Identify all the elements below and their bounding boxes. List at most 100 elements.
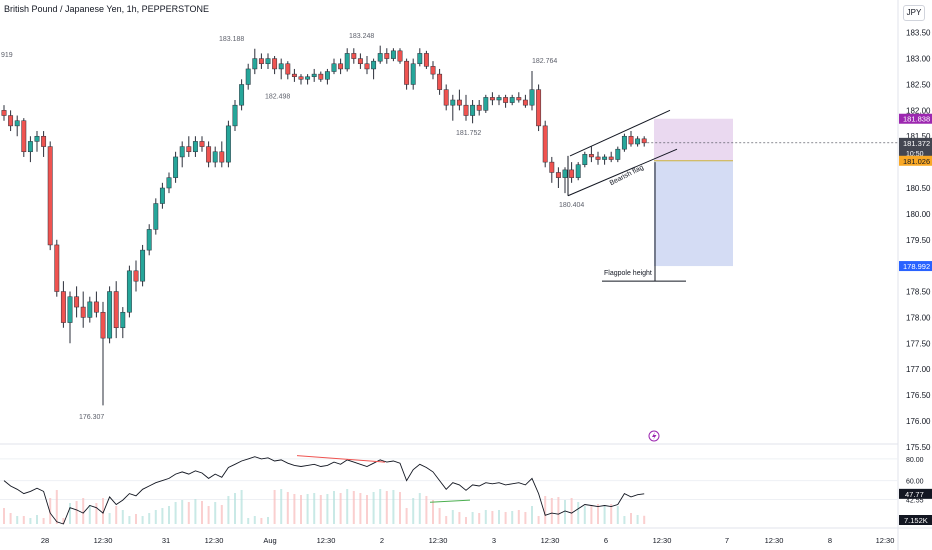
volume-bar — [372, 492, 375, 524]
volume-bar — [491, 511, 494, 524]
bearish-candle — [542, 125, 548, 163]
volume-bar — [95, 503, 98, 524]
volume-bar — [227, 496, 230, 524]
bearish-candle — [357, 58, 363, 65]
rsi-line — [3, 456, 645, 525]
bullish-candle — [410, 63, 416, 85]
volume-bar — [168, 506, 170, 524]
bullish-candle — [324, 71, 330, 80]
bullish-candle — [232, 104, 238, 127]
bullish-candle — [529, 89, 535, 106]
bearish-candle — [338, 63, 344, 70]
bearish-candle — [397, 50, 403, 62]
time-tick-label: 7 — [725, 536, 729, 545]
volume-bar — [201, 501, 203, 524]
swing-price-label: 183.188 — [219, 36, 244, 43]
volume-bar — [260, 518, 263, 524]
swing-price-label: 182.764 — [532, 58, 557, 65]
volume-bar — [636, 515, 639, 524]
bearish-candle — [641, 138, 647, 144]
bullish-candle — [126, 270, 132, 313]
volume-bar — [42, 518, 45, 524]
volume-bar — [405, 508, 408, 524]
bearish-candle — [351, 53, 357, 59]
volume-bar — [313, 493, 316, 524]
volume-bar — [49, 498, 52, 524]
price-tick-label: 179.50 — [906, 236, 931, 245]
bullish-candle — [371, 60, 377, 70]
currency-button[interactable]: JPY — [903, 5, 925, 21]
time-tick-label: 12:30 — [541, 536, 560, 545]
price-badge-target — [899, 261, 932, 272]
volume-bar — [300, 495, 302, 524]
bullish-candle — [225, 125, 231, 163]
volume-bar — [577, 502, 580, 524]
volume-bar — [121, 510, 124, 524]
volume-bar — [366, 495, 368, 524]
volume-bar — [161, 508, 164, 524]
volume-bar — [438, 508, 441, 524]
bearish-candle — [60, 291, 66, 323]
candle-countdown: 10:50 — [906, 151, 924, 158]
volume-bar — [623, 516, 626, 524]
bullish-candle — [575, 164, 581, 178]
bullish-candle — [107, 291, 113, 339]
volume-bar — [240, 490, 243, 524]
volume-bar — [385, 491, 388, 524]
bearish-candle — [549, 161, 555, 173]
volume-bar — [220, 505, 223, 524]
bearish-candle — [569, 169, 575, 178]
swing-price-label: 180.404 — [559, 202, 584, 209]
bearish-candle — [364, 63, 370, 70]
take-profit-zone — [654, 160, 733, 267]
bearish-candle — [476, 104, 482, 111]
volume-bar — [597, 504, 599, 524]
price-tick-label: 176.00 — [906, 417, 931, 426]
volume-bar — [630, 513, 632, 524]
price-tick-label: 182.50 — [906, 80, 931, 89]
volume-bar — [590, 505, 593, 524]
price-tick-label: 176.50 — [906, 391, 931, 400]
bearish-candle — [206, 146, 212, 163]
bearish-candle — [437, 73, 443, 90]
volume-bar — [174, 502, 177, 524]
bearish-candle — [21, 120, 27, 153]
volume-bar — [399, 492, 401, 524]
volume-bar — [346, 489, 349, 524]
volume-bar — [511, 511, 514, 524]
bullish-candle — [239, 84, 245, 106]
bullish-candle — [602, 156, 608, 160]
volume-bar — [29, 518, 32, 524]
volume-bar — [504, 512, 507, 524]
bearish-candle — [41, 135, 47, 147]
volume-bar — [187, 502, 190, 524]
time-tick-label: 8 — [828, 536, 832, 545]
rsi-tick-label: 60.00 — [906, 479, 924, 486]
bullish-candle — [331, 63, 337, 72]
bullish-candle — [173, 156, 179, 178]
price-badge-text: 181.838 — [903, 115, 930, 124]
volume-bar — [379, 489, 382, 524]
volume-bar — [22, 516, 25, 524]
price-tick-label: 178.00 — [906, 313, 931, 322]
volume-bar — [154, 510, 157, 524]
bearish-candle — [588, 154, 594, 158]
volume-bar — [359, 493, 362, 524]
bearish-candle — [516, 97, 522, 101]
rsi-tick-label: 80.00 — [906, 457, 924, 464]
swing-price-label: 182.498 — [265, 94, 290, 101]
bullish-candle — [621, 135, 627, 150]
bullish-candle — [265, 58, 271, 65]
volume-bar — [418, 493, 421, 524]
bearish-candle — [219, 151, 225, 163]
bearish-candle — [47, 146, 53, 246]
bullish-candle — [179, 146, 185, 158]
time-tick-label: 12:30 — [765, 536, 784, 545]
rsi-tick-label: 42.55 — [906, 498, 924, 505]
price-tick-label: 180.00 — [906, 210, 931, 219]
bullish-candle — [417, 53, 423, 65]
volume-bar — [135, 514, 137, 524]
volume-bar — [531, 506, 533, 524]
volume-bar — [333, 491, 335, 524]
